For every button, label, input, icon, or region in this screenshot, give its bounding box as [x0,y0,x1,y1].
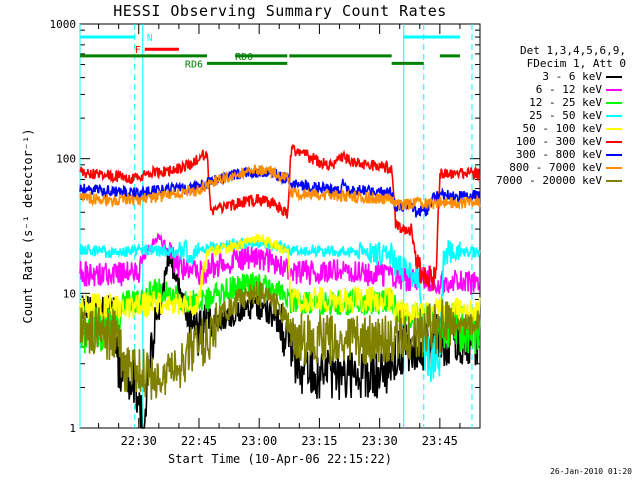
legend-item-label: 100 - 300 keV [515,135,602,148]
y-tick-label-1: 1 [69,422,76,435]
y-axis-label: Count Rate (s⁻¹ detector⁻¹) [21,128,35,323]
legend-swatch [606,154,622,156]
legend-swatch [606,102,622,104]
y-tick-label-100: 100 [56,153,76,166]
x-tick-label-22:45: 22:45 [181,434,217,448]
footer-timestamp: 26-Jan-2010 01:20 [550,467,632,476]
legend-item-label: 6 - 12 keV [535,83,602,96]
legend-header-line-2: FDecim 1, Att 0 [526,57,626,70]
legend-item-label: 3 - 6 keV [542,70,602,83]
legend-item: 25 - 50 keV [488,109,626,122]
legend-item-label: 300 - 800 keV [515,148,602,161]
legend-item: 800 - 7000 keV [488,161,626,174]
y-tick-label-10: 10 [63,287,76,300]
legend-item: 7000 - 20000 keV [488,174,626,187]
legend-swatch [606,141,622,143]
state-bar-label-rd0: RD0 [235,52,253,63]
state-bar-label-rd6: RD6 [185,59,203,70]
chart-title: HESSI Observing Summary Count Rates [113,2,447,20]
x-tick-label-23:00: 23:00 [241,434,277,448]
x-tick-label-23:30: 23:30 [362,434,398,448]
legend-swatch [606,180,622,182]
state-bar-label-f: F [135,45,141,56]
x-tick-label-23:45: 23:45 [422,434,458,448]
series-line-100-300keV [79,144,481,291]
legend-item-label: 7000 - 20000 keV [496,174,602,187]
series-line-50-100keV [79,232,481,327]
y-tick-label-1000: 1000 [50,18,77,31]
legend-item: 100 - 300 keV [488,135,626,148]
legend-swatch [606,89,622,91]
legend-swatch [606,76,622,78]
series-line-6-12keV [79,233,481,295]
x-tick-label-22:30: 22:30 [121,434,157,448]
legend-item-label: 800 - 7000 keV [509,161,602,174]
series-line-7000-20000keV [79,281,481,400]
legend-item-label: 12 - 25 keV [529,96,602,109]
state-bar-label-n: N [147,33,153,44]
series-line-300-800keV [79,164,481,218]
legend-swatch [606,115,622,117]
legend-header-line-1: Det 1,3,4,5,6,9, [520,44,626,57]
series-line-12-25keV [79,272,481,355]
series-line-25-50keV [79,237,481,382]
legend-swatch [606,128,622,130]
legend-item: 50 - 100 keV [488,122,626,135]
legend-item: 12 - 25 keV [488,96,626,109]
legend-item-label: 50 - 100 keV [522,122,602,135]
series-line-800-7000keV [79,164,481,211]
legend-swatch [606,167,622,169]
x-axis-label: Start Time (10-Apr-06 22:15:22) [168,452,392,466]
x-tick-label-23:15: 23:15 [301,434,337,448]
legend-item: 6 - 12 keV [488,83,626,96]
legend-item: 3 - 6 keV [488,70,626,83]
legend-item: 300 - 800 keV [488,148,626,161]
legend-item-label: 25 - 50 keV [529,109,602,122]
